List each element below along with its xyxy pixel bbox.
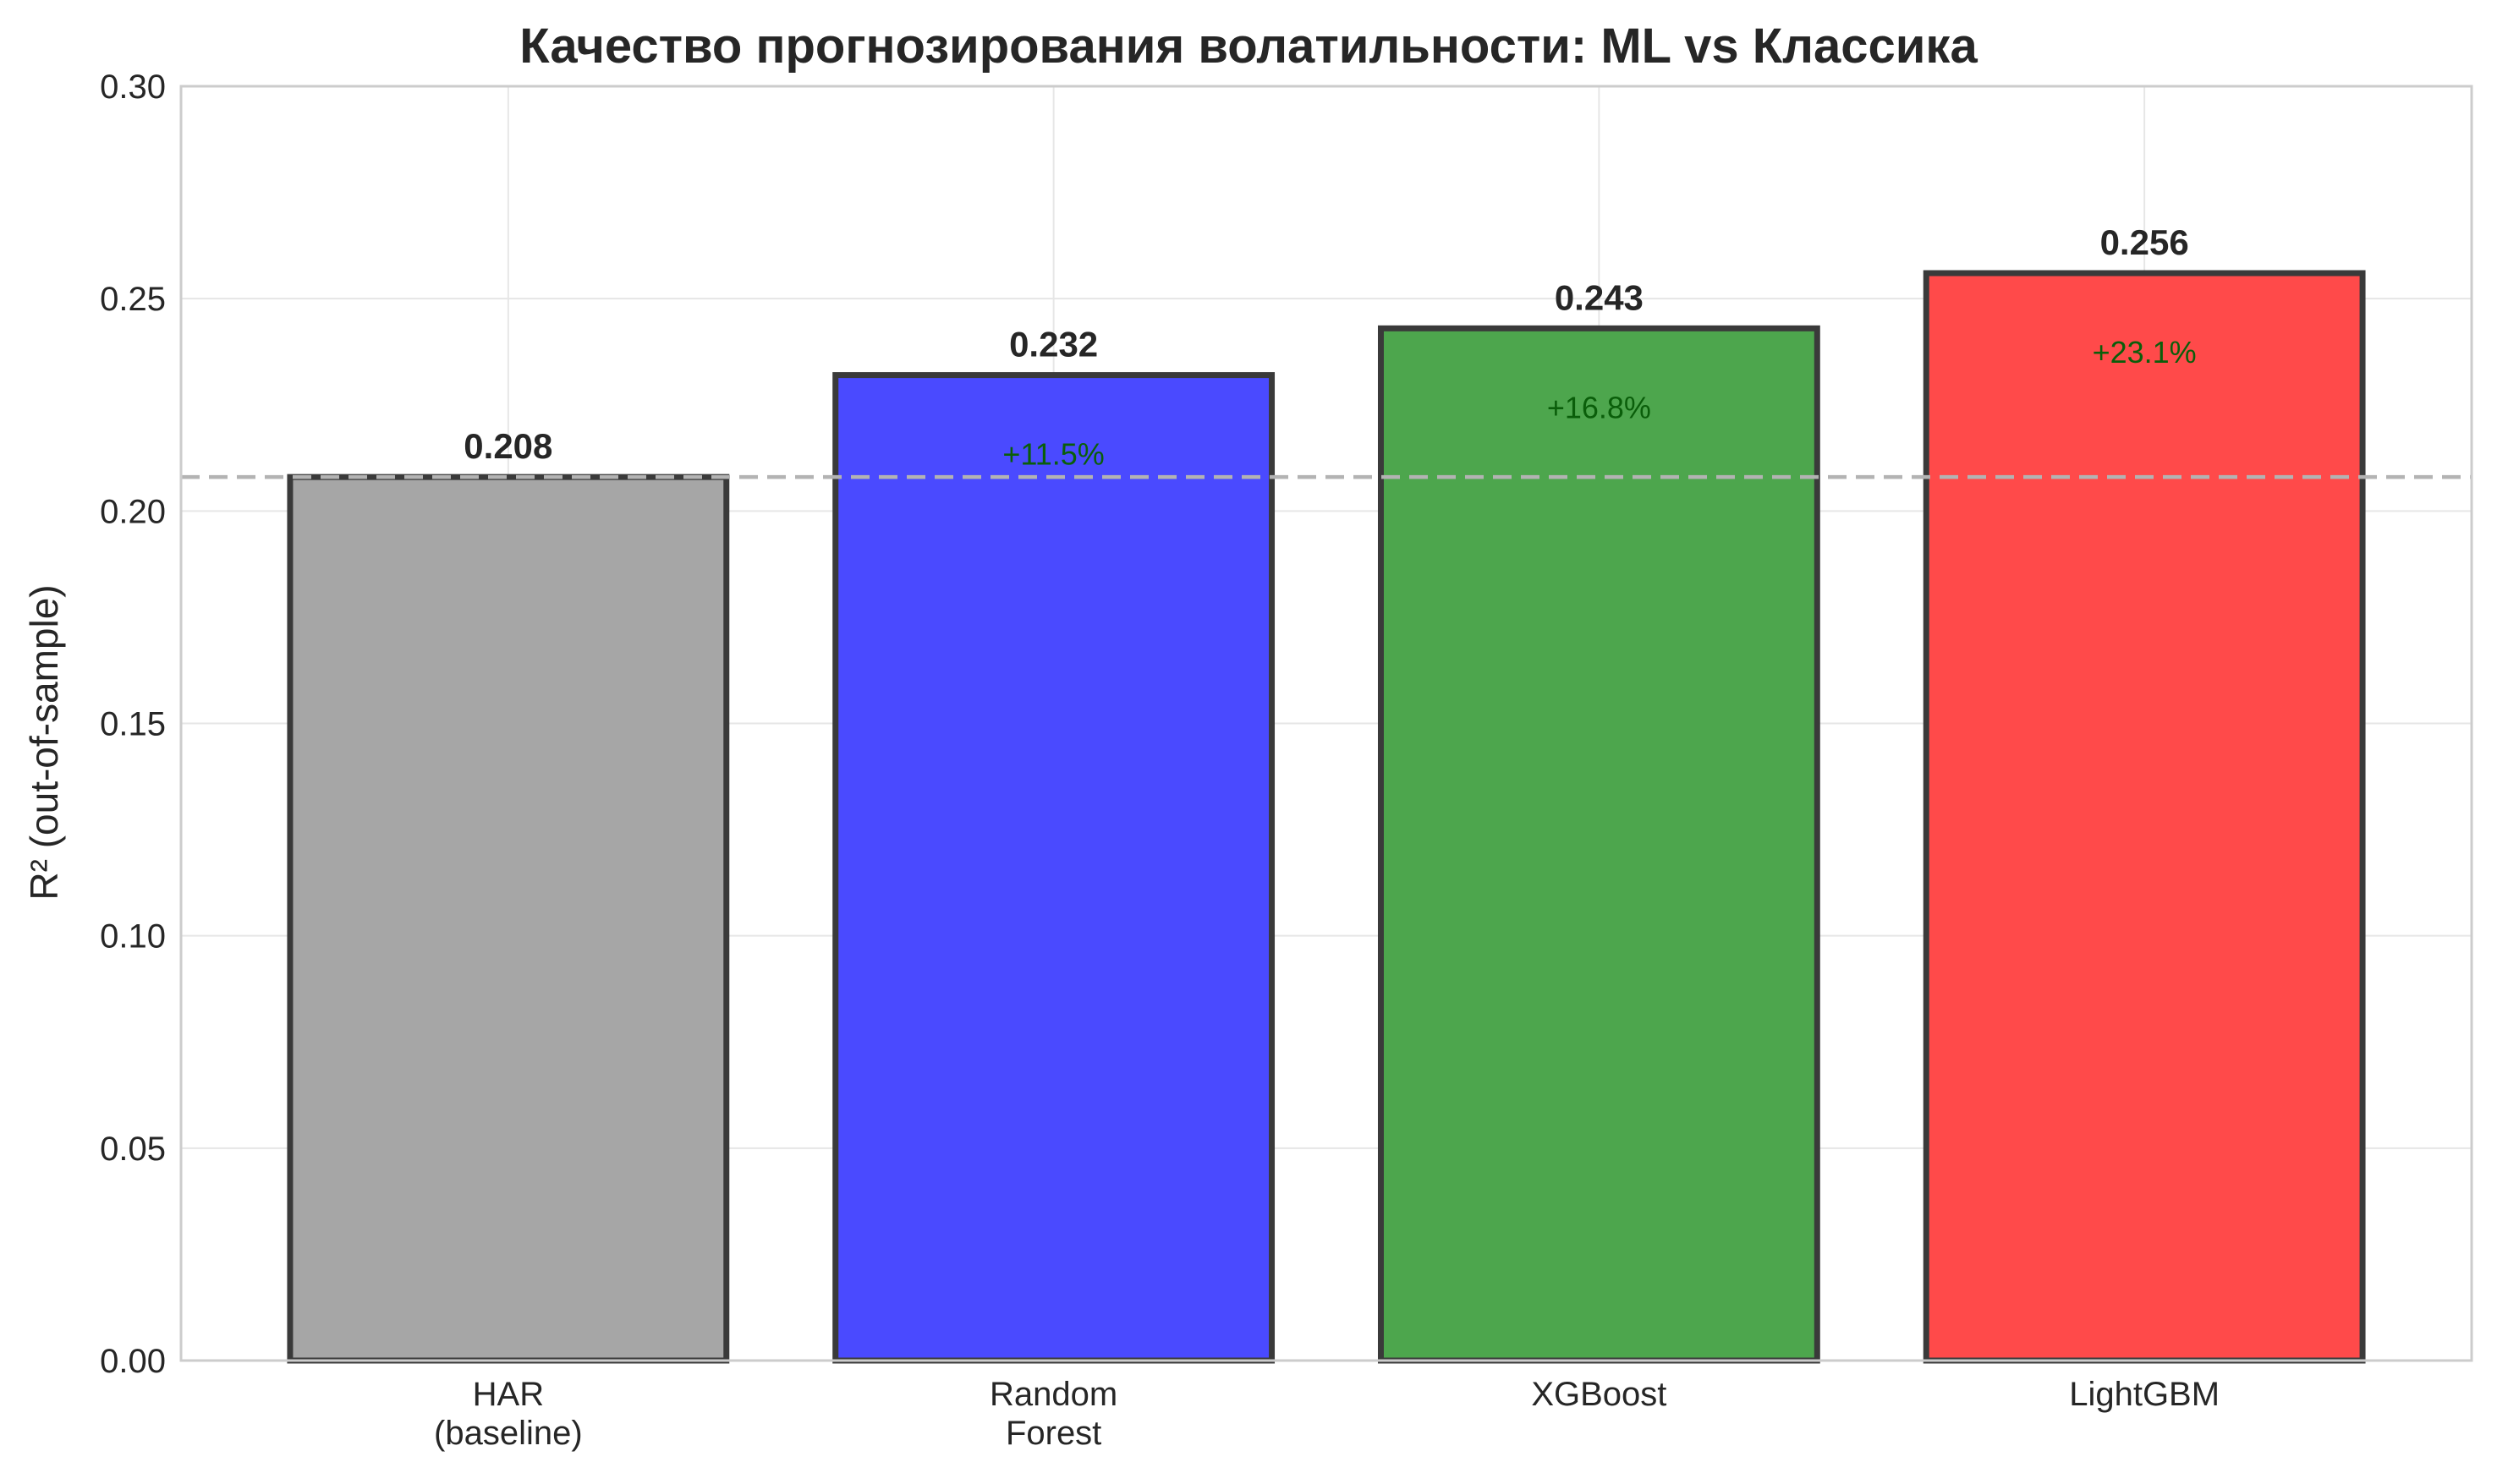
chart-title: Качество прогнозирования волатильности: …	[519, 19, 1978, 74]
y-tick-label: 0.30	[100, 68, 166, 106]
x-tick-label: LightGBM	[2069, 1376, 2220, 1413]
value-label: 0.208	[464, 426, 552, 466]
plot-frame	[179, 85, 2473, 1362]
bar	[1377, 325, 1820, 1364]
y-axis-label: R² (out-of-sample)	[22, 584, 66, 900]
y-tick-label: 0.00	[100, 1343, 166, 1380]
bar	[1923, 270, 2366, 1364]
bar	[287, 474, 730, 1364]
y-tick-label: 0.10	[100, 918, 166, 956]
x-tick-label: HAR	[473, 1376, 544, 1413]
value-label: 0.232	[1009, 325, 1098, 364]
improvement-label: +16.8%	[1547, 390, 1651, 424]
y-tick-label: 0.20	[100, 493, 166, 530]
y-tick-label: 0.25	[100, 281, 166, 318]
value-label: 0.256	[2100, 222, 2189, 262]
x-tick-label: Random	[990, 1376, 1117, 1413]
y-tick-label: 0.15	[100, 706, 166, 743]
x-tick-label: XGBoost	[1531, 1376, 1666, 1413]
x-tick-label: Forest	[1006, 1415, 1101, 1452]
bar	[832, 372, 1276, 1364]
x-tick-label: (baseline)	[434, 1415, 583, 1452]
value-label: 0.243	[1555, 277, 1644, 317]
y-tick-label: 0.05	[100, 1131, 166, 1168]
improvement-label: +23.1%	[2093, 335, 2197, 370]
improvement-label: +11.5%	[1002, 437, 1104, 472]
